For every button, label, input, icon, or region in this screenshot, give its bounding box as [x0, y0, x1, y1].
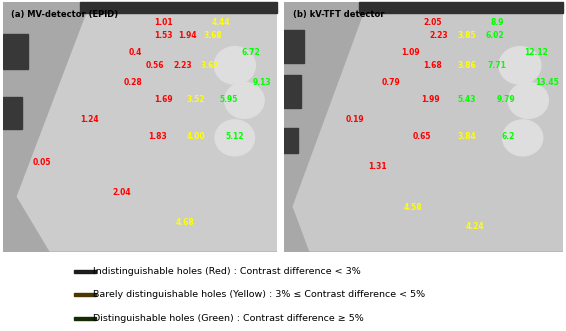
- Text: 4.24: 4.24: [465, 222, 484, 231]
- Circle shape: [503, 120, 543, 156]
- Text: 4.00: 4.00: [187, 132, 205, 141]
- Text: 1.09: 1.09: [401, 48, 420, 57]
- Text: 2.05: 2.05: [423, 19, 442, 27]
- Text: 2.23: 2.23: [173, 61, 192, 70]
- Text: 4.58: 4.58: [404, 203, 423, 212]
- Text: 0.79: 0.79: [382, 78, 401, 87]
- Text: 1.69: 1.69: [154, 95, 173, 104]
- Text: 0.05: 0.05: [33, 158, 52, 167]
- Bar: [3, 97, 22, 129]
- Bar: [284, 128, 298, 153]
- Text: 3.84: 3.84: [457, 132, 476, 141]
- Text: 7.71: 7.71: [488, 61, 507, 70]
- Text: 0.56: 0.56: [145, 61, 164, 70]
- Text: 1.53: 1.53: [154, 31, 172, 40]
- Text: 3.85: 3.85: [457, 31, 476, 40]
- Text: 3.52: 3.52: [187, 95, 205, 104]
- Text: 1.01: 1.01: [154, 19, 173, 27]
- Text: 0.19: 0.19: [345, 115, 364, 123]
- Text: 6.02: 6.02: [485, 31, 504, 40]
- Text: 6.2: 6.2: [502, 132, 515, 141]
- Text: 0.28: 0.28: [123, 78, 143, 87]
- Polygon shape: [293, 2, 563, 252]
- Text: 9.79: 9.79: [496, 95, 515, 104]
- Bar: [74, 293, 96, 296]
- Text: 12.12: 12.12: [524, 48, 548, 57]
- Text: 4.44: 4.44: [212, 19, 230, 27]
- Text: (a) MV-detector (EPID): (a) MV-detector (EPID): [11, 10, 118, 20]
- Text: 13.45: 13.45: [535, 78, 559, 87]
- Text: Indistinguishable holes (Red) : Contrast difference < 3%: Indistinguishable holes (Red) : Contrast…: [93, 267, 361, 276]
- Polygon shape: [16, 2, 277, 252]
- Bar: [3, 34, 28, 69]
- Text: 1.68: 1.68: [423, 61, 443, 70]
- Text: 1.83: 1.83: [148, 132, 167, 141]
- Bar: [74, 317, 96, 320]
- Circle shape: [214, 47, 255, 84]
- Text: Barely distinguishable holes (Yellow) : 3% ≤ Contrast difference < 5%: Barely distinguishable holes (Yellow) : …: [93, 290, 426, 299]
- Text: (b) kV-TFT detector: (b) kV-TFT detector: [293, 10, 384, 20]
- Bar: [359, 2, 563, 13]
- Text: 6.72: 6.72: [242, 48, 260, 57]
- Text: 1.24: 1.24: [80, 115, 98, 123]
- Text: 5.43: 5.43: [457, 95, 475, 104]
- Bar: [284, 75, 301, 108]
- Circle shape: [225, 82, 264, 118]
- Text: 2.04: 2.04: [113, 188, 131, 197]
- Text: 3.86: 3.86: [457, 61, 476, 70]
- Text: 3.68: 3.68: [203, 31, 222, 40]
- Text: 0.4: 0.4: [129, 48, 143, 57]
- Text: 3.62: 3.62: [200, 61, 219, 70]
- Text: 4.68: 4.68: [176, 218, 195, 227]
- Circle shape: [508, 82, 548, 118]
- Text: 1.99: 1.99: [421, 95, 439, 104]
- Text: 1.31: 1.31: [368, 162, 387, 171]
- Text: 1.94: 1.94: [178, 31, 197, 40]
- Text: 5.95: 5.95: [220, 95, 238, 104]
- Bar: [284, 30, 304, 63]
- Text: 8.9: 8.9: [491, 19, 504, 27]
- Text: 5.12: 5.12: [225, 132, 244, 141]
- Circle shape: [499, 47, 541, 84]
- Circle shape: [215, 120, 255, 156]
- Text: Distinguishable holes (Green) : Contrast difference ≥ 5%: Distinguishable holes (Green) : Contrast…: [93, 314, 364, 323]
- Text: 0.65: 0.65: [413, 132, 431, 141]
- Bar: [74, 270, 96, 273]
- Text: 2.23: 2.23: [429, 31, 448, 40]
- Bar: [80, 2, 277, 13]
- Text: 9.13: 9.13: [252, 78, 271, 87]
